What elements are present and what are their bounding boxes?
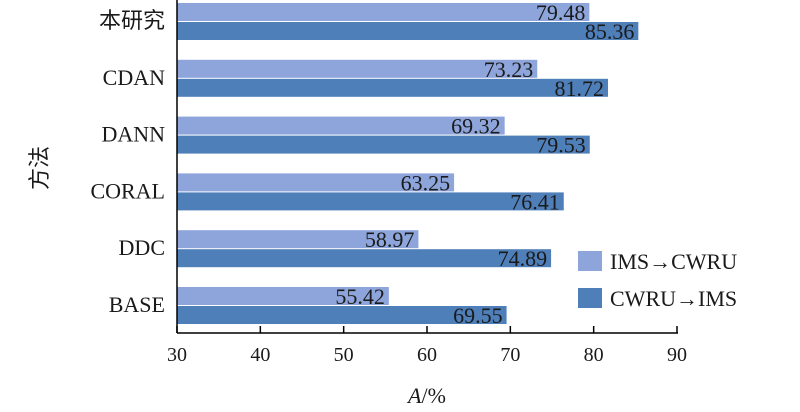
value-label-ims-cwru-4: 58.97	[365, 227, 415, 252]
bar-cwru-ims-5	[177, 306, 507, 324]
y-axis-title: 方法	[27, 146, 52, 190]
bar-ims-cwru-3	[177, 173, 455, 192]
value-label-cwru-ims-5: 69.55	[453, 303, 503, 328]
value-label-ims-cwru-2: 69.32	[451, 114, 501, 139]
value-label-cwru-ims-1: 81.72	[555, 76, 605, 101]
value-label-cwru-ims-2: 79.53	[536, 133, 586, 158]
x-tick-label-30: 30	[167, 344, 187, 366]
x-tick-label-40: 40	[250, 344, 270, 366]
category-labels: 本研究 CDAN DANN CORAL DDC BASE	[90, 8, 165, 317]
bar-ims-cwru-1	[177, 59, 538, 78]
x-ticks: 30 40 50 60 70 80 90	[167, 326, 687, 366]
legend-swatch-cwru-ims	[578, 288, 602, 308]
value-label-cwru-ims-4: 74.89	[498, 246, 548, 271]
axes-layer	[176, 0, 678, 334]
category-label-2: DANN	[101, 122, 165, 147]
x-axis-title-unit: /%	[422, 383, 446, 408]
x-tick-label-90: 90	[667, 344, 687, 366]
value-label-ims-cwru-0: 79.48	[536, 0, 586, 25]
x-tick-label-70: 70	[500, 344, 520, 366]
bar-cwru-ims-3	[177, 192, 564, 211]
bar-ims-cwru-4	[177, 230, 419, 249]
x-tick-label-80: 80	[584, 344, 604, 366]
bar-cwru-ims-0	[177, 22, 639, 40]
x-tick-label-60: 60	[417, 344, 437, 366]
bar-ims-cwru-2	[177, 116, 505, 135]
x-axis-title: A/%	[406, 383, 446, 408]
category-label-1: CDAN	[103, 65, 165, 90]
value-label-ims-cwru-1: 73.23	[484, 57, 534, 82]
legend: IMS→CWRU CWRU→IMS	[578, 249, 737, 311]
category-label-3: CORAL	[90, 178, 165, 203]
bar-cwru-ims-4	[177, 249, 552, 268]
bar-cwru-ims-2	[177, 135, 590, 154]
value-label-ims-cwru-3: 63.25	[401, 170, 451, 195]
category-label-0: 本研究	[99, 8, 165, 33]
bar-cwru-ims-1	[177, 78, 608, 97]
bars-layer	[177, 3, 639, 324]
x-tick-label-50: 50	[334, 344, 354, 366]
value-label-cwru-ims-0: 85.36	[585, 19, 635, 44]
legend-swatch-ims-cwru	[578, 251, 602, 271]
legend-label-ims-cwru: IMS→CWRU	[610, 249, 737, 274]
x-axis-title-symbol: A	[406, 383, 422, 408]
value-label-cwru-ims-3: 76.41	[510, 189, 560, 214]
value-label-ims-cwru-5: 55.42	[335, 284, 385, 309]
bar-ims-cwru-0	[177, 3, 590, 21]
legend-label-cwru-ims: CWRU→IMS	[610, 286, 737, 311]
bar-ims-cwru-5	[177, 287, 389, 305]
category-label-5: BASE	[109, 292, 165, 317]
category-label-4: DDC	[119, 235, 165, 260]
